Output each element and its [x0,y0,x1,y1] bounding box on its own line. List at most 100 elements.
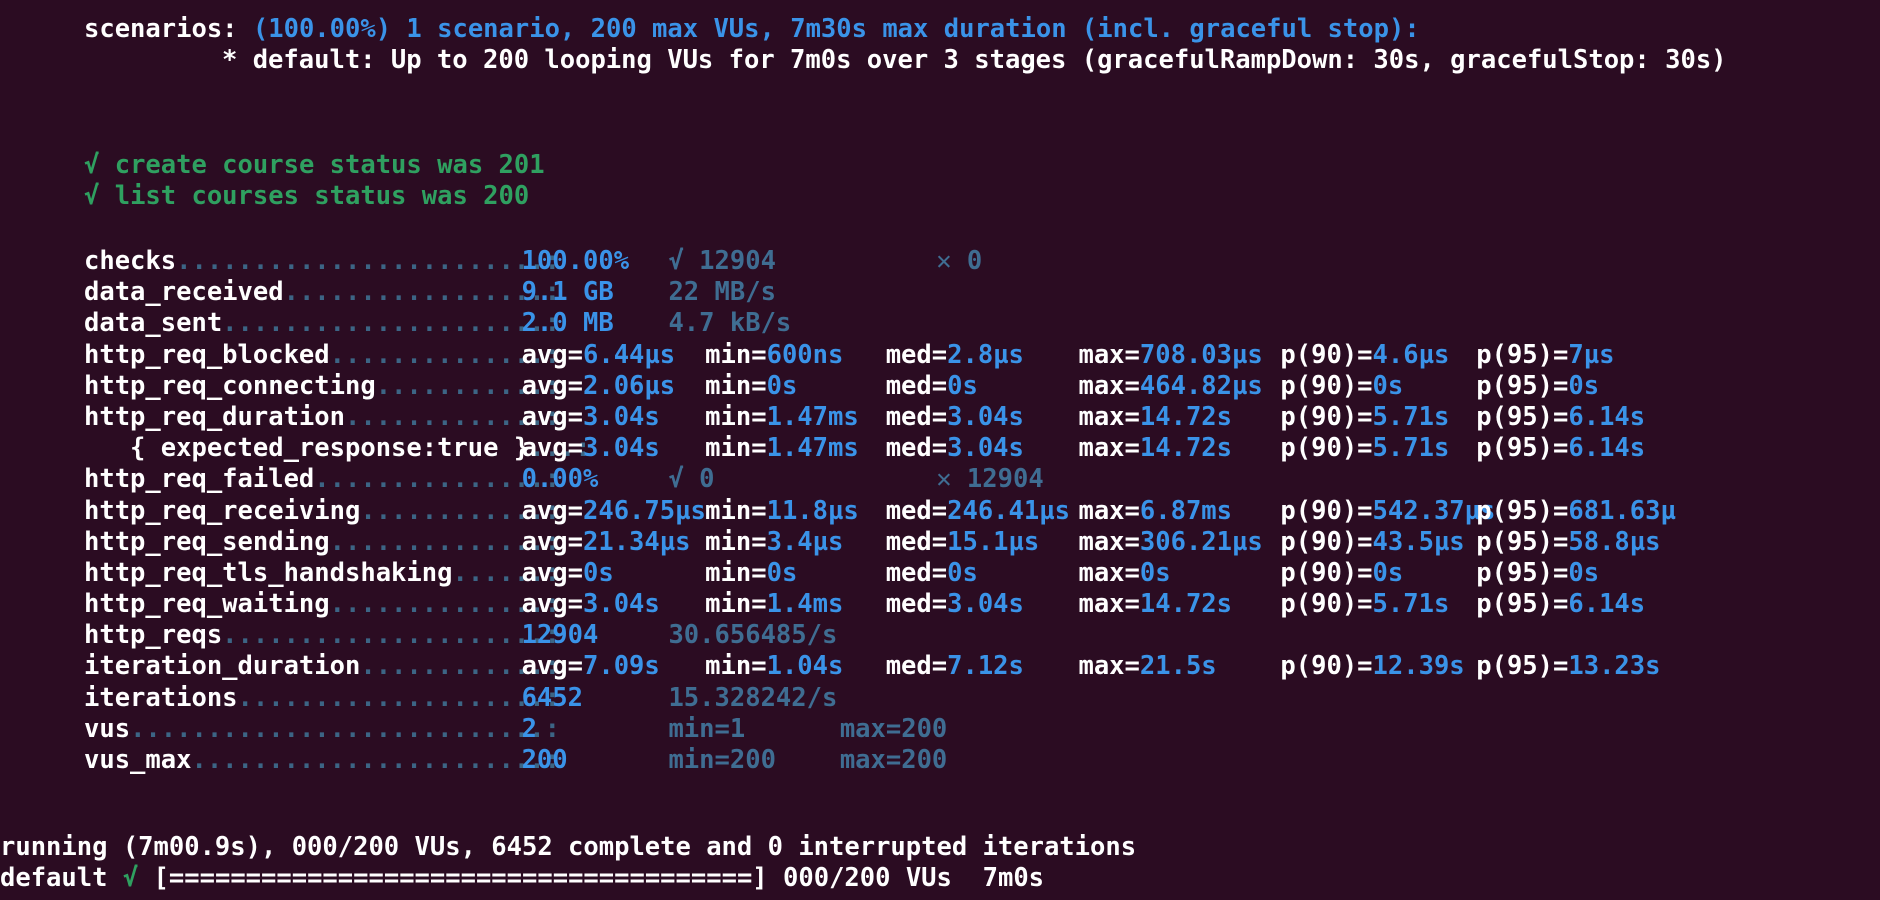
metric-rate: 4.7 kB/s [668,308,792,339]
metric-p95-label: p(95)= [1476,370,1569,401]
metric-value: 2 [521,713,537,744]
metric-p95-cell: p(95)=13.23s [1476,651,1660,682]
metric-min-cell: min=11.8µs [705,496,886,527]
metric-max-cell: max=14.72s [1078,402,1280,433]
metric-value: 200 [521,745,568,775]
metric-name: http_reqs [84,620,223,651]
metric-avg-cell: avg=7.09s [522,651,706,682]
metric-avg-cell: avg=2.06µs [522,371,706,402]
metric-name-cell: http_req_duration.............: [84,402,560,433]
metric-avg-label: avg= [521,526,583,557]
progress-bracket-close: ] [752,862,768,893]
metric-med-value: 7.12s [947,651,1024,682]
metric-name: data_sent [84,308,223,339]
metric-row: vus...........................:2 min=1 max… [84,714,1880,745]
metric-max-label: max= [1078,370,1140,401]
metric-avg-value: 0s [583,557,614,588]
metric-avg-cell: avg=0s [522,558,706,589]
metric-name-cell: http_req_waiting..............: [84,589,560,620]
metric-p95-label: p(95)= [1476,339,1569,370]
progress-bar-fill: ====================================== [168,862,753,893]
metric-med-label: med= [885,589,948,620]
metric-p90-label: p(90)= [1280,433,1373,464]
metric-vus-max: max=200 [839,713,948,744]
metric-min-cell: min=1.4ms [705,589,886,620]
progress-bracket-open: [ [153,862,169,893]
metric-p95-value: 6.14s [1568,401,1646,432]
metric-p95-value: 0s [1568,557,1600,588]
metric-p95-value: 0s [1568,370,1600,401]
metric-p90-label: p(90)= [1280,557,1373,588]
metric-avg-value: 3.04s [583,401,660,432]
metric-p90-label: p(90)= [1280,651,1373,682]
check-results-list: √ create course status was 201 √ list co… [84,150,545,212]
metric-name: iteration_duration [84,651,361,682]
metric-p90-value: 43.5µs [1372,526,1465,557]
metric-med-value: 246.41µs [947,495,1070,526]
metric-p90-label: p(90)= [1280,370,1373,401]
scenarios-summary: (100.00%) 1 scenario, 200 max VUs, 7m30s… [252,14,1420,44]
metric-p95-label: p(95)= [1476,433,1569,464]
metric-min-value: 1.4ms [766,589,844,620]
metric-name: http_req_sending [84,526,330,557]
metric-fail-icon: ✕ [936,246,952,276]
metric-fail-count: 12904 [951,464,1044,495]
metric-med-label: med= [885,495,948,526]
metric-max-label: max= [1078,495,1140,526]
metric-dot-leader: ...: [529,433,591,464]
check-result-item: √ list courses status was 200 [84,181,545,212]
metric-max-value: 14.72s [1139,589,1233,620]
metric-value: 12904 [521,620,599,651]
metric-p95-value: 6.14s [1568,589,1646,620]
metric-min-label: min= [705,370,767,401]
metric-med-value: 2.8µs [947,339,1024,370]
metric-med-cell: med=3.04s [886,402,1079,433]
metric-name: iterations [84,682,238,713]
metric-max-value: 464.82µs [1139,370,1263,401]
metric-max-cell: max=21.5s [1078,651,1280,682]
metric-value: 0.00% [521,464,599,495]
metric-vus-min: min=200 [668,745,776,775]
metric-p90-value: 4.6µs [1372,339,1450,370]
metric-max-cell: max=464.82µs [1078,371,1280,402]
metric-name-cell: http_req_failed...............: [84,464,560,495]
check-pass-icon: √ [84,150,100,180]
progress-vus: 000/200 VUs [783,862,952,893]
metric-row: vus_max.......................:200 min=20… [84,745,1880,776]
metric-p90-cell: p(90)=0s [1280,558,1476,589]
metric-min-label: min= [705,401,767,432]
metric-name-cell: http_req_blocked..............: [84,340,560,371]
metric-p90-value: 0s [1372,557,1404,588]
metric-max-label: max= [1078,589,1140,620]
metric-avg-cell: avg=3.04s [522,589,706,620]
metric-name-cell: checks........................: [84,246,560,277]
metric-avg-label: avg= [521,370,583,401]
metric-med-value: 3.04s [947,589,1024,620]
metric-avg-value: 246.75µs [583,495,706,526]
metric-p95-value: 681.63µ [1568,495,1676,526]
metric-fail-count: 0 [951,246,983,276]
metric-pass-cell: √ 0 [668,464,936,495]
metric-name: checks [84,246,177,276]
metric-avg-cell: avg=3.04s [522,433,706,464]
metric-max-value: 306.21µs [1139,526,1263,557]
metric-avg-label: avg= [521,589,583,620]
metric-p90-value: 0s [1372,370,1404,401]
check-result-label: list courses status was 200 [114,181,530,212]
metric-avg-label: avg= [521,495,583,526]
metric-p95-cell: p(95)=0s [1476,371,1660,402]
metric-dot-leader: ........................: [176,246,560,276]
metric-min-label: min= [705,651,767,682]
metric-row: http_req_failed...............:0.00% √ 0 ✕… [84,464,1880,495]
metric-min-cell: min=1.47ms [705,433,886,464]
metric-avg-value: 3.04s [583,433,660,464]
metric-p95-value: 13.23s [1568,651,1661,682]
scenario-detail-text: * default: Up to 200 looping VUs for 7m0… [222,45,1727,76]
metric-min-value: 600ns [766,339,844,370]
metric-max-value: 14.72s [1139,433,1233,464]
progress-bar-line: default √ [=============================… [0,863,1880,894]
metric-name: data_received [84,277,284,308]
metric-name-cell: vus...........................: [84,714,560,745]
metric-pass-icon: √ [668,246,684,276]
check-result-item: √ create course status was 201 [84,150,545,181]
